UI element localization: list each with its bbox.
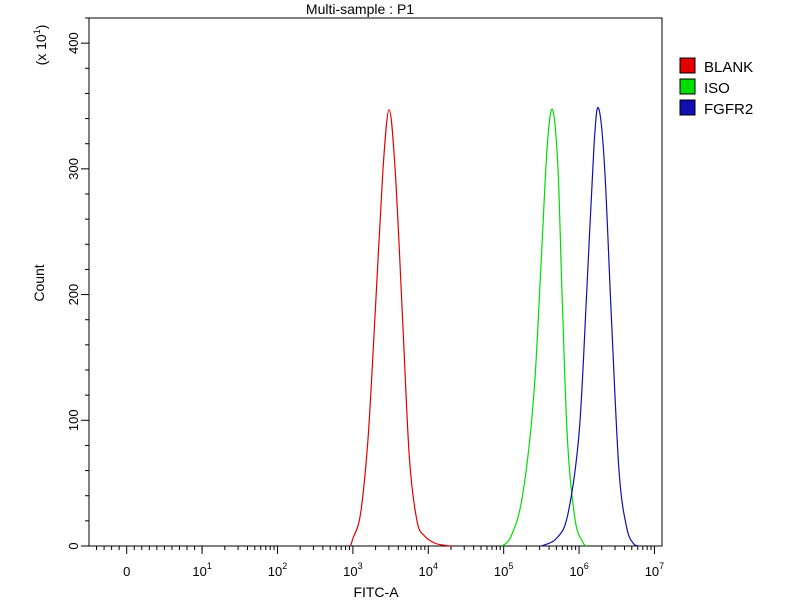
y-tick-label: 400 bbox=[66, 32, 81, 54]
series-line-iso bbox=[501, 108, 588, 547]
y-tick-label: 200 bbox=[66, 284, 81, 306]
series-line-fgfr2 bbox=[541, 106, 640, 547]
legend-label-blank: BLANK bbox=[704, 59, 753, 76]
y-tick-label: 100 bbox=[66, 409, 81, 431]
legend-swatch-iso bbox=[679, 78, 696, 95]
x-axis-label: FITC-A bbox=[353, 584, 399, 600]
legend-label-fgfr2: FGFR2 bbox=[704, 101, 753, 118]
x-tick-label: 107 bbox=[645, 561, 664, 579]
y-tick-label: 300 bbox=[66, 158, 81, 180]
series-line-blank bbox=[350, 109, 451, 547]
chart-title: Multi-sample : P1 bbox=[306, 1, 414, 17]
y-axis-label: Count bbox=[31, 264, 47, 301]
series-layer bbox=[350, 106, 640, 547]
y-multiplier-label: (x 101) bbox=[32, 25, 49, 66]
legend-label-iso: ISO bbox=[704, 80, 730, 97]
x-tick-label: 0 bbox=[123, 564, 130, 579]
axes-layer: 0 100 200 300 400 0 101 102 103 104 105 106 107 bbox=[66, 17, 664, 579]
x-tick-label: 104 bbox=[419, 561, 438, 579]
legend: BLANK ISO FGFR2 bbox=[679, 57, 753, 118]
x-tick-label: 102 bbox=[268, 561, 287, 579]
x-tick-label: 103 bbox=[343, 561, 362, 579]
x-tick-label: 101 bbox=[192, 561, 211, 579]
legend-swatch-blank bbox=[679, 57, 696, 74]
x-tick-label: 106 bbox=[569, 561, 588, 579]
legend-swatch-fgfr2 bbox=[679, 99, 696, 116]
x-tick-label: 105 bbox=[494, 561, 513, 579]
y-tick-label: 0 bbox=[66, 542, 81, 549]
